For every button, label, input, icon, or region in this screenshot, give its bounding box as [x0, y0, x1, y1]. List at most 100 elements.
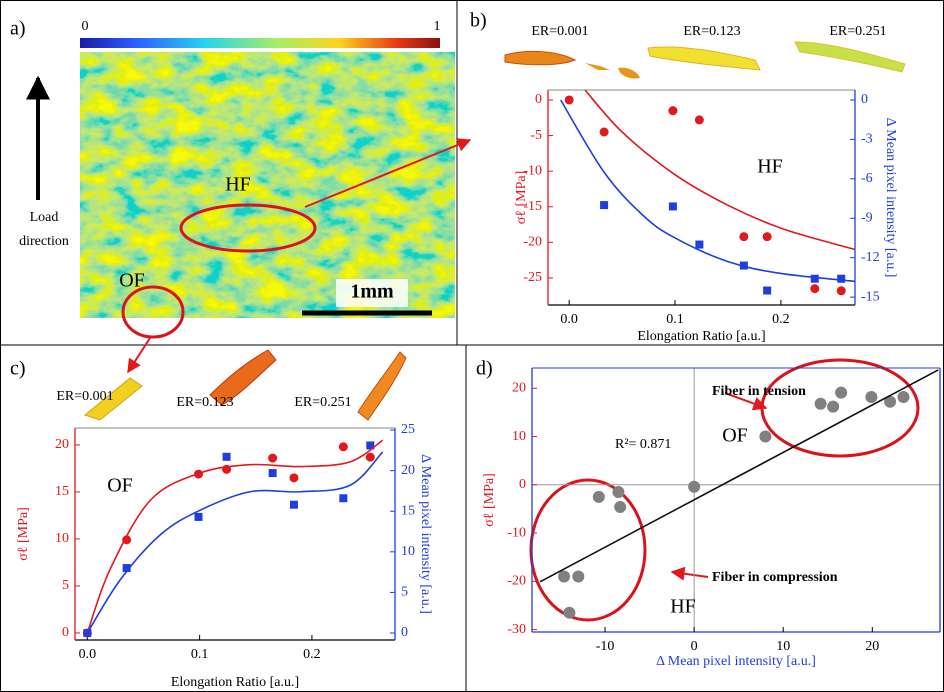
panel-label: d) — [476, 358, 493, 380]
point — [572, 570, 585, 583]
y2-tick-label: 0 — [861, 92, 868, 107]
y-tick-label: -20 — [507, 574, 526, 589]
y2-tick-label: -9 — [861, 210, 873, 225]
point — [122, 535, 132, 545]
fiber-images — [83, 41, 906, 421]
y-tick-label: 5 — [62, 578, 69, 593]
annotation: ER=0.123 — [683, 24, 740, 39]
scale-label: 1mm — [350, 281, 394, 303]
arrow — [304, 138, 472, 208]
x-axis-label: Δ Mean pixel intensity [a.u.] — [656, 654, 816, 669]
y2-tick-label: -3 — [861, 132, 873, 147]
point — [897, 390, 910, 403]
fit-line — [584, 89, 856, 251]
highlight — [760, 358, 920, 458]
x-tick-label: 0.2 — [303, 647, 321, 662]
point — [268, 469, 277, 478]
y-tick-label: -10 — [507, 525, 526, 540]
point — [884, 395, 897, 408]
fit-line — [560, 99, 856, 283]
panel-label: b) — [470, 10, 487, 32]
y-tick-label: -5 — [530, 128, 542, 143]
point — [592, 490, 605, 503]
point — [668, 106, 678, 116]
y-tick-label: -10 — [523, 163, 542, 178]
x-tick-label: 0.0 — [79, 647, 97, 662]
x-axis-label: Elongation Ratio [a.u.] — [171, 675, 299, 690]
point — [194, 512, 203, 521]
point — [600, 201, 609, 210]
point — [122, 564, 131, 573]
point — [694, 115, 704, 125]
fit-line — [86, 451, 384, 634]
point — [810, 274, 819, 283]
annotation: ER=0.251 — [294, 395, 351, 410]
y2-tick-label: -15 — [861, 289, 880, 304]
point — [835, 386, 848, 399]
point — [759, 430, 772, 443]
x-tick-label: 20 — [865, 639, 879, 654]
y2-tick-label: 25 — [401, 422, 415, 437]
y-tick-label: 10 — [512, 429, 526, 444]
y-tick-label: 15 — [55, 484, 69, 499]
y-tick-label: -20 — [523, 235, 542, 250]
y2-tick-label: 20 — [401, 463, 415, 478]
x-tick-label: 0 — [691, 639, 698, 654]
y2-tick-label: 5 — [401, 585, 408, 600]
x-tick-label: -10 — [596, 639, 615, 654]
load-label: direction — [19, 234, 69, 249]
x-tick-label: 0.0 — [560, 312, 578, 327]
annotation: ER=0.251 — [829, 24, 886, 39]
point — [695, 240, 704, 249]
y-tick-label: -30 — [507, 622, 526, 637]
highlight — [529, 478, 647, 622]
annotation: ER=0.001 — [531, 24, 588, 39]
y-tick-label: -15 — [523, 199, 542, 214]
annotation: HF — [225, 174, 251, 196]
y-axis-label: σℓ [MPa] — [514, 171, 529, 225]
fit-line — [86, 439, 384, 634]
annotation: R²= 0.871 — [615, 437, 671, 452]
x-tick-label: 0.1 — [191, 647, 209, 662]
annotation: OF — [119, 270, 145, 292]
x-tick-label: 0.2 — [772, 312, 790, 327]
y-tick-label: 20 — [512, 380, 526, 395]
point — [366, 441, 375, 450]
x-tick-label: 0.1 — [666, 312, 684, 327]
fit-line — [539, 369, 939, 583]
y2-tick-label: -6 — [861, 171, 873, 186]
point — [762, 232, 772, 242]
annotation: Fiber in compression — [712, 570, 838, 585]
point — [810, 284, 820, 294]
heatmap — [80, 52, 455, 318]
point — [563, 606, 576, 619]
point — [668, 202, 677, 211]
label-bg — [336, 279, 408, 307]
panel-label: a) — [10, 18, 26, 40]
annotation: ER=0.001 — [56, 389, 113, 404]
annotation: ER=0.123 — [176, 395, 233, 410]
annotation: HF — [757, 156, 783, 178]
annotation: OF — [107, 475, 133, 497]
point — [268, 453, 278, 463]
point — [564, 95, 574, 105]
y-tick-label: 20 — [55, 437, 69, 452]
point — [338, 442, 348, 452]
point — [688, 480, 701, 493]
point — [558, 570, 571, 583]
point — [599, 127, 609, 137]
arrow — [127, 337, 151, 374]
point — [739, 232, 749, 242]
point — [614, 500, 627, 513]
point — [365, 452, 375, 462]
y2-tick-label: 0 — [401, 625, 408, 640]
point — [289, 473, 299, 483]
colorbar-tick: 0 — [82, 19, 89, 34]
y-tick-label: 10 — [55, 531, 69, 546]
y-axis-label: σℓ [MPa] — [16, 507, 31, 561]
highlight — [121, 285, 185, 339]
x-tick-label: 10 — [776, 639, 790, 654]
x-axis-label: Elongation Ratio [a.u.] — [637, 329, 765, 344]
point — [222, 452, 231, 461]
